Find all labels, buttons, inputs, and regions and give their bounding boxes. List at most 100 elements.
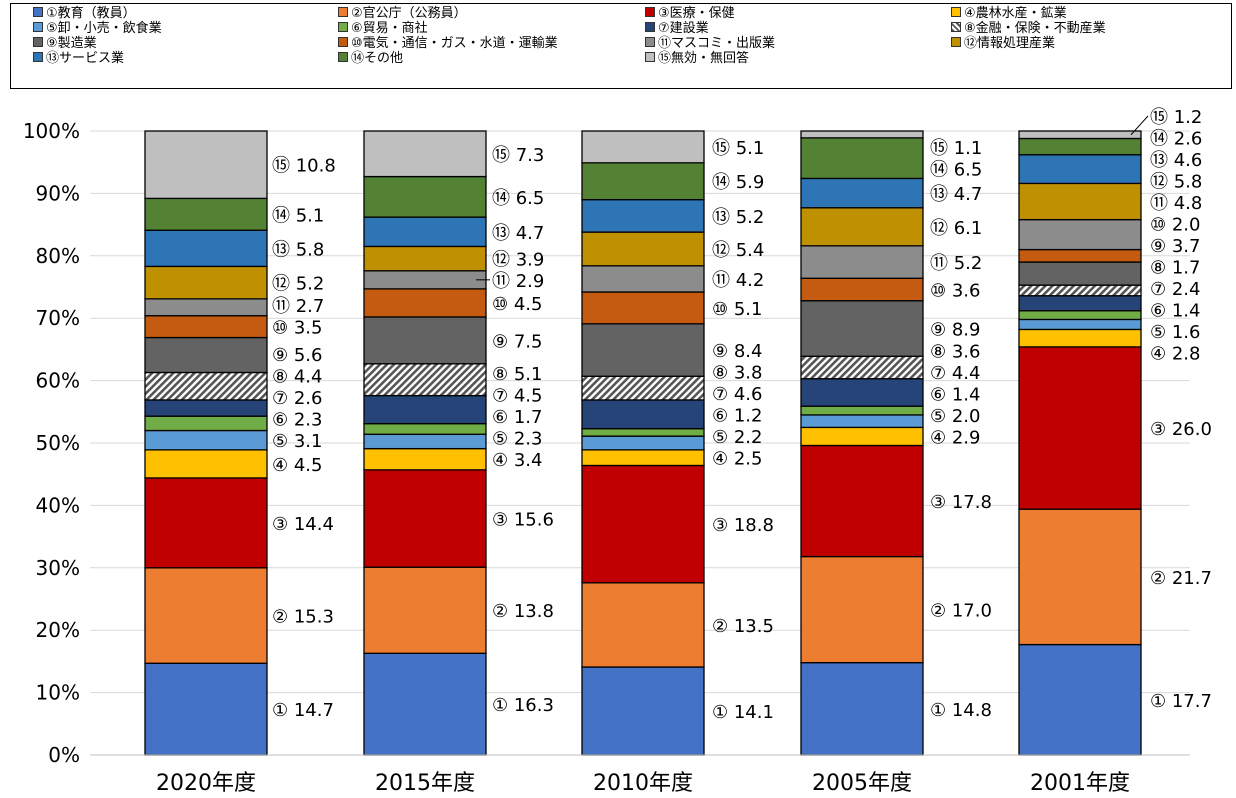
legend-label: ③医療・保健	[658, 6, 735, 21]
legend-label: ⑨製造業	[46, 36, 97, 51]
data-label: ⑭ 5.9	[712, 172, 764, 193]
legend-swatch	[338, 7, 348, 17]
data-label: ⑭ 2.6	[1150, 129, 1202, 150]
bar-segment	[800, 207, 924, 247]
legend-label: ⑫情報処理産業	[964, 36, 1056, 51]
bar-segment	[1018, 328, 1142, 348]
data-label: ① 17.7	[1150, 691, 1212, 712]
bar-segment	[581, 162, 705, 201]
data-label: ② 21.7	[1150, 568, 1212, 589]
legend-swatch	[951, 37, 961, 47]
data-label: ⑧ 1.7	[1150, 258, 1200, 279]
bar-segment	[363, 447, 487, 471]
legend-item: ⑨製造業	[33, 36, 97, 51]
legend-swatch	[645, 52, 655, 62]
data-label: ⑬ 5.2	[712, 207, 764, 228]
data-label: ① 14.8	[930, 700, 992, 721]
data-label: ③ 15.6	[492, 510, 554, 531]
bar-segment	[144, 298, 268, 317]
legend-swatch	[33, 52, 43, 62]
bar-segment	[363, 216, 487, 248]
data-label: ⑨ 8.9	[930, 319, 980, 340]
bar-segment	[363, 423, 487, 435]
bar-segment	[144, 449, 268, 479]
data-label: ⑪ 2.9	[492, 271, 544, 292]
data-label: ⑮ 1.2	[1150, 107, 1202, 128]
data-label: ⑮ 5.1	[712, 138, 764, 159]
data-label: ⑧ 4.4	[272, 367, 322, 388]
legend-swatch	[338, 37, 348, 47]
legend-item: ⑮無効・無回答	[645, 51, 749, 66]
bar-segment	[1018, 154, 1142, 185]
bar-segment	[144, 229, 268, 268]
bar-segment	[800, 355, 924, 380]
legend-label: ⑪マスコミ・出版業	[658, 36, 776, 51]
bar-segment	[363, 316, 487, 365]
data-label: ⑤ 1.6	[1150, 322, 1200, 343]
bar-segment	[800, 245, 924, 279]
data-label: ④ 2.8	[1150, 344, 1200, 365]
data-label: ② 13.8	[492, 601, 554, 622]
x-tick-label: 2001年度	[1030, 771, 1130, 796]
data-label: ⑫ 3.9	[492, 249, 544, 270]
bar-segment	[800, 444, 924, 558]
data-label: ⑤ 3.1	[272, 431, 322, 452]
data-label: ⑧ 5.1	[492, 364, 542, 385]
data-label: ⑨ 7.5	[492, 331, 542, 352]
bar-segment	[581, 375, 705, 401]
legend-item: ⑩電気・通信・ガス・水道・運輸業	[338, 36, 558, 51]
y-tick-label: 70%	[36, 306, 80, 330]
bar-segment	[581, 399, 705, 430]
bar-segment	[800, 414, 924, 429]
data-label: ① 14.7	[272, 700, 334, 721]
legend-label: ⑥貿易・商社	[351, 21, 428, 36]
data-label: ⑩ 5.1	[712, 299, 762, 320]
data-label: ⑮ 7.3	[492, 145, 544, 166]
data-label: ⑬ 4.6	[1150, 150, 1202, 171]
x-tick-label: 2005年度	[812, 771, 912, 796]
data-label: ⑥ 1.4	[1150, 301, 1200, 322]
data-label: ⑨ 3.7	[1150, 236, 1200, 257]
bar-segment	[800, 661, 924, 756]
legend-item: ⑬サービス業	[33, 51, 124, 66]
bar-segment	[363, 363, 487, 397]
legend-item: ③医療・保健	[645, 6, 735, 21]
bar-segment	[363, 245, 487, 272]
bar-segment	[581, 435, 705, 451]
y-tick-label: 80%	[36, 244, 80, 268]
legend-item: ⑥貿易・商社	[338, 21, 428, 36]
data-label: ⑧ 3.6	[930, 341, 980, 362]
bar-segment	[144, 662, 268, 756]
bar-segment	[363, 652, 487, 756]
y-tick-label: 40%	[36, 493, 80, 517]
bar-segment	[363, 433, 487, 450]
bar-segment	[800, 378, 924, 407]
legend-swatch	[338, 22, 348, 32]
data-label: ② 13.5	[712, 616, 774, 637]
legend-swatch	[338, 52, 348, 62]
data-label: ⑪ 4.2	[712, 270, 764, 291]
data-label: ⑭ 5.1	[272, 205, 324, 226]
y-tick-label: 10%	[36, 681, 80, 705]
data-label: ⑬ 5.8	[272, 239, 324, 260]
bar-segment	[581, 582, 705, 668]
bar-segment	[1018, 130, 1142, 140]
bar-segment	[581, 449, 705, 467]
bar-segment	[1018, 295, 1142, 312]
legend-item: ⑤卸・小売・飲食業	[33, 21, 162, 36]
legend-item: ⑭その他	[338, 51, 403, 66]
data-label: ④ 2.5	[712, 449, 762, 470]
x-tick-label: 2020年度	[156, 771, 256, 796]
data-label: ⑧ 3.8	[712, 363, 762, 384]
bar-segment	[581, 323, 705, 377]
data-label: ① 16.3	[492, 695, 554, 716]
data-label: ⑦ 4.5	[492, 386, 542, 407]
x-tick-label: 2010年度	[593, 771, 693, 796]
data-label: ③ 17.8	[930, 492, 992, 513]
data-label: ⑦ 2.4	[1150, 279, 1200, 300]
bar-segment	[363, 130, 487, 178]
y-tick-label: 30%	[36, 556, 80, 580]
bar-segment	[144, 399, 268, 417]
data-label: ② 15.3	[272, 607, 334, 628]
